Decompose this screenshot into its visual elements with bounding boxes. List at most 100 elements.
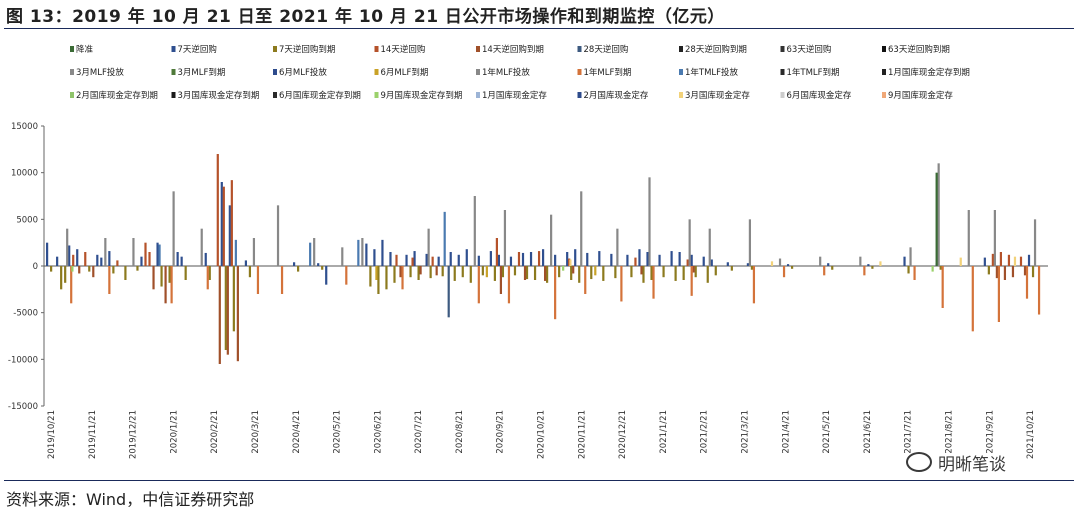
bar [566,252,569,266]
bar [692,266,695,273]
bar [770,261,774,266]
bar [959,257,962,266]
bar [819,256,822,266]
legend-item: 1年MLF投放 [476,67,530,78]
x-tick-label: 2020/7/21 [414,410,424,454]
bar [999,252,1003,266]
legend-swatch [780,46,785,52]
legend-item: 9月国库现金定存 [882,90,953,101]
legend-item: 3月MLF到期 [171,68,226,78]
bar [108,266,111,294]
legend-label: 9月国库现金定存到期 [381,90,463,101]
legend-swatch [374,69,379,75]
bar [88,266,91,272]
legend-label: 1月国库现金定存到期 [888,67,970,78]
bar [533,266,537,280]
bar [574,249,577,266]
legend-swatch [882,69,886,75]
bar [935,172,938,266]
bar [871,266,874,269]
bar [879,261,882,266]
legend-swatch [577,46,582,52]
bar [523,266,527,280]
legend-item: 14天逆回购到期 [476,44,544,55]
x-tick-label: 2019/12/21 [129,410,139,459]
bar [782,266,786,278]
bar [670,251,673,266]
legend-item: 63天逆回购到期 [882,44,950,55]
bar [234,239,237,266]
bar [558,266,561,278]
legend-item: 3月国库现金定存到期 [171,90,259,101]
legend-swatch [374,92,379,98]
bar [584,266,587,294]
bar [746,263,749,266]
x-tick-label: 2021/5/21 [822,410,832,454]
bar [248,266,252,278]
legend-label: 6月国库现金定存到期 [279,90,361,101]
bar [108,251,111,266]
bar [393,266,396,283]
bar [411,257,414,266]
bar [164,266,167,304]
bar [987,266,990,275]
bar [132,238,135,266]
bar [995,266,998,279]
figure-title: 图 13：2019 年 10 月 21 日至 2021 年 10 月 21 日公… [6,7,725,27]
legend-label: 3月MLF到期 [178,68,226,78]
legend-label: 1年TMLF到期 [787,67,840,78]
watermark: 明晰笔谈 [906,450,1006,475]
bar [170,266,173,304]
bar [46,242,49,266]
bar [648,177,651,266]
x-tick-label: 2020/12/21 [618,410,628,459]
legend-item: 3月MLF投放 [70,67,124,78]
legend-item: 63天逆回购 [780,44,832,55]
legend-swatch [679,69,683,75]
source-note: 资料来源：Wind，中信证券研究部 [6,490,255,509]
bar [638,249,641,266]
legend-label: 63天逆回购 [787,44,832,55]
bar [827,263,830,266]
legend-swatch [679,92,683,98]
bar [690,266,693,296]
bar [180,256,183,266]
bar [216,154,219,266]
bar [543,266,547,281]
bar [437,256,440,266]
bar [56,256,59,266]
bar [313,238,316,266]
x-tick-label: 2021/10/21 [1026,410,1036,459]
legend-swatch [171,69,176,75]
legend-item: 7天逆回购到期 [273,44,335,55]
watermark-text: 明晰笔谈 [938,455,1006,475]
legend-swatch [679,46,683,52]
bar [590,266,593,280]
bar [453,266,456,281]
bar [859,256,862,266]
legend-item: 9月国库现金定存到期 [374,90,463,101]
bar [152,266,155,290]
bar [369,266,372,287]
legend-label: 降准 [76,44,94,55]
bar [790,266,794,269]
legend-swatch [780,92,785,98]
wechat-icon [906,452,932,472]
bar [345,266,348,285]
bar [222,186,225,266]
bar [140,256,143,266]
bar [1027,254,1031,266]
bar [473,196,476,266]
bar [730,266,733,271]
bar [228,205,231,266]
bar [507,266,511,304]
bar [413,251,416,266]
bar [435,266,438,276]
chart: 降准 7天逆回购 7天逆回购到期 14天逆回购 14天逆回购到期 28天逆回购 28天逆回购… [8,44,1048,459]
bar [907,266,910,274]
bar [1025,266,1029,299]
bar [1033,219,1037,266]
bar [204,252,207,266]
legend-item: 降准 [70,44,94,55]
bar [610,253,613,266]
